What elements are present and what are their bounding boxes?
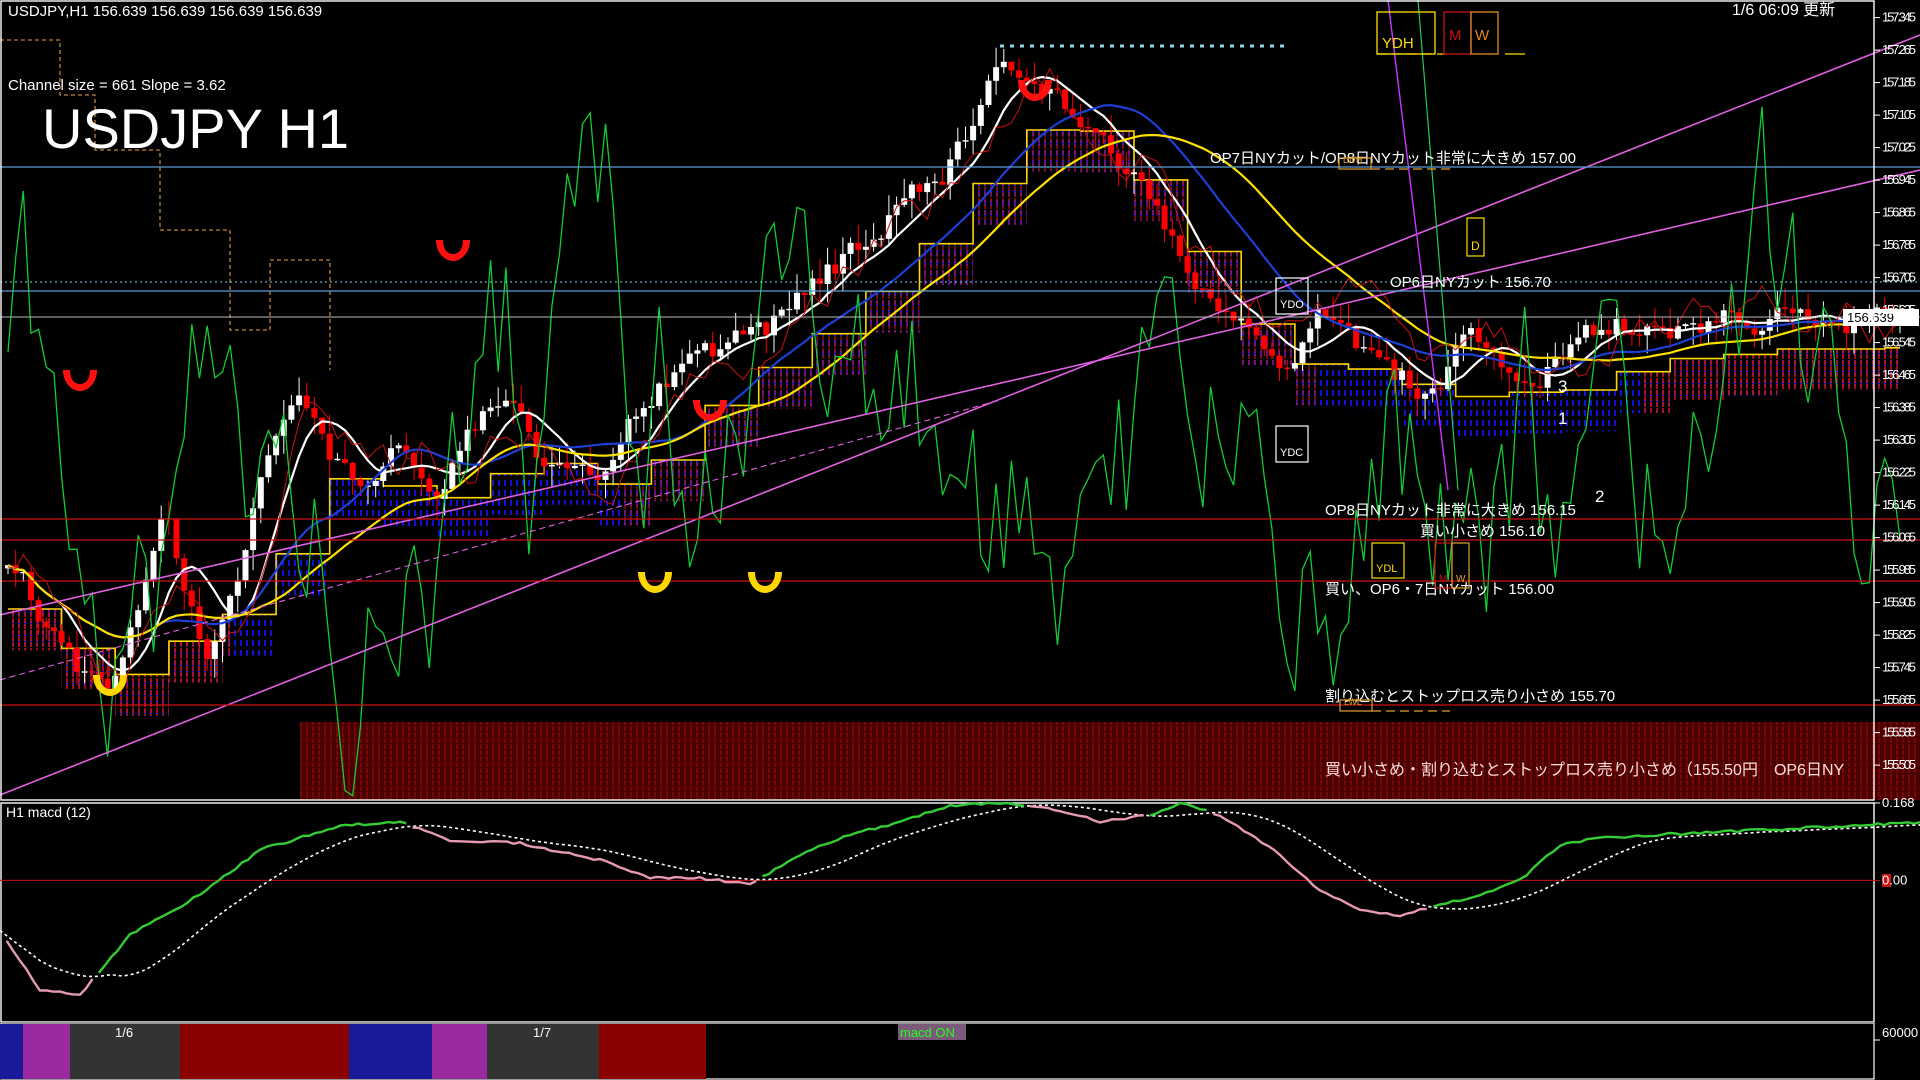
svg-text:156.865: 156.865 (1882, 205, 1916, 220)
svg-text:157.265: 157.265 (1882, 42, 1916, 57)
svg-text:156.305: 156.305 (1882, 432, 1916, 447)
svg-text:156.705: 156.705 (1882, 270, 1916, 285)
svg-text:買い小さめ・割り込むとストップロス売り小さめ（155.50円: 買い小さめ・割り込むとストップロス売り小さめ（155.50円 OP6日NY (1325, 761, 1845, 779)
svg-text:2: 2 (1595, 487, 1604, 506)
svg-text:155.985: 155.985 (1882, 562, 1916, 577)
svg-text:3: 3 (1558, 377, 1567, 396)
svg-text:割り込むとストップロス売り小さめ 155.70: 割り込むとストップロス売り小さめ 155.70 (1325, 688, 1615, 705)
svg-text:156.385: 156.385 (1882, 400, 1916, 415)
svg-text:157.025: 157.025 (1882, 140, 1916, 155)
svg-text:M: M (1439, 574, 1447, 585)
svg-text:155.665: 155.665 (1882, 692, 1916, 707)
svg-text:155.585: 155.585 (1882, 725, 1916, 740)
svg-text:H1 macd (12): H1 macd (12) (6, 804, 91, 820)
svg-text:1: 1 (1558, 409, 1567, 428)
svg-text:OP7日NYカット/OP8日NYカット非常に大きめ 157.: OP7日NYカット/OP8日NYカット非常に大きめ 157.00 (1210, 150, 1576, 167)
svg-text:YDH: YDH (1382, 35, 1414, 52)
svg-text:USDJPY,H1 156.639 156.639 156: USDJPY,H1 156.639 156.639 156.639 156.63… (8, 3, 322, 20)
svg-text:156.225: 156.225 (1882, 465, 1916, 480)
svg-text:買い小さめ 156.10: 買い小さめ 156.10 (1420, 523, 1545, 540)
svg-text:156.545: 156.545 (1882, 335, 1916, 350)
svg-text:YDC: YDC (1280, 447, 1303, 459)
svg-text:OP8日NYカット非常に大きめ 156.15: OP8日NYカット非常に大きめ 156.15 (1325, 502, 1576, 519)
svg-text:156.785: 156.785 (1882, 237, 1916, 252)
svg-text:OP6日NYカット 156.70: OP6日NYカット 156.70 (1390, 274, 1551, 291)
svg-text:0.00: 0.00 (1882, 872, 1907, 887)
svg-text:D: D (1471, 239, 1480, 253)
svg-text:YDL: YDL (1376, 563, 1397, 575)
svg-text:W: W (1456, 574, 1466, 585)
svg-text:macd ON: macd ON (900, 1025, 955, 1040)
svg-text:155.905: 155.905 (1882, 595, 1916, 610)
svg-text:LWL: LWL (1344, 697, 1362, 707)
svg-text:157.185: 157.185 (1882, 75, 1916, 90)
svg-text:156.465: 156.465 (1882, 367, 1916, 382)
svg-text:155.745: 155.745 (1882, 660, 1916, 675)
svg-text:Channel size = 661 Slope = 3.6: Channel size = 661 Slope = 3.62 (8, 77, 226, 94)
svg-text:1/6: 1/6 (115, 1025, 133, 1040)
svg-text:LWH: LWH (1343, 155, 1362, 165)
svg-text:YDO: YDO (1280, 299, 1304, 311)
svg-text:157.105: 157.105 (1882, 107, 1916, 122)
svg-text:M: M (1449, 27, 1462, 44)
svg-text:155.825: 155.825 (1882, 627, 1916, 642)
svg-text:W: W (1475, 27, 1490, 44)
svg-text:156.065: 156.065 (1882, 530, 1916, 545)
svg-text:USDJPY H1: USDJPY H1 (42, 97, 349, 160)
svg-text:156.145: 156.145 (1882, 497, 1916, 512)
svg-text:1/7: 1/7 (533, 1025, 551, 1040)
svg-text:155.505: 155.505 (1882, 757, 1916, 772)
svg-text:156.945: 156.945 (1882, 172, 1916, 187)
svg-text:60000: 60000 (1882, 1025, 1918, 1040)
svg-text:156.625: 156.625 (1882, 302, 1916, 317)
svg-text:0.168: 0.168 (1882, 795, 1915, 810)
svg-text:157.345: 157.345 (1882, 10, 1916, 25)
svg-text:1/6 06:09 更新: 1/6 06:09 更新 (1732, 1, 1835, 19)
